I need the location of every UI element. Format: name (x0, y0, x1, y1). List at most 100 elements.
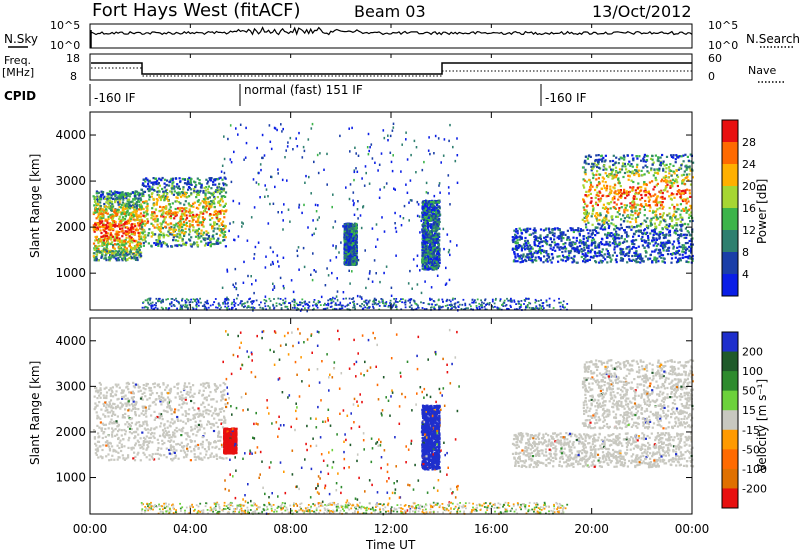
echo-cell (104, 219, 107, 222)
echo-cell (521, 260, 524, 263)
echo-cell (582, 237, 585, 240)
echo-cell (646, 234, 650, 238)
echo-cell (200, 184, 203, 187)
echo-cell (140, 251, 143, 254)
echo-cell (111, 235, 114, 238)
echo-cell (607, 211, 610, 214)
echo-cell (216, 239, 219, 242)
echo-cell (106, 221, 109, 224)
echo-cell (640, 258, 643, 261)
echo-cell (138, 251, 141, 254)
echo-cell (133, 198, 136, 201)
echo-cell (549, 259, 552, 262)
echo-cell (676, 190, 679, 193)
echo-cell (126, 233, 129, 236)
echo-cell (352, 231, 355, 235)
echo-cell (125, 247, 128, 250)
echo-cell (649, 224, 652, 227)
echo-cell (150, 195, 153, 198)
echo-cell (165, 197, 168, 200)
echo-cell (143, 228, 146, 232)
echo-cell (590, 244, 593, 247)
echo-cell (613, 163, 616, 166)
echo-cell (423, 265, 426, 268)
echo-cell (666, 253, 670, 256)
echo-cell (691, 243, 694, 246)
echo-cell (148, 179, 151, 182)
echo-cell (355, 240, 358, 243)
echo-cell (207, 185, 210, 188)
echo-cell (597, 231, 600, 234)
echo-cell (211, 242, 214, 246)
echo-cell (649, 232, 652, 235)
echo-cell (205, 186, 208, 189)
echo-cell (555, 243, 558, 246)
echo-cell (661, 153, 664, 157)
echo-cell (673, 231, 677, 234)
echo-cell (109, 213, 112, 217)
echo-cell (643, 246, 646, 249)
echo-cell (189, 223, 192, 226)
echo-cell (156, 243, 159, 246)
echo-cell (528, 247, 531, 250)
echo-cell (101, 220, 104, 223)
echo-cell (526, 244, 529, 247)
echo-cell (212, 183, 215, 186)
echo-cell (141, 194, 144, 197)
echo-cell (216, 178, 219, 181)
echo-cell (429, 203, 432, 206)
echo-cell (117, 253, 120, 256)
echo-cell (99, 237, 102, 241)
echo-cell (119, 194, 122, 197)
echo-cell (160, 213, 164, 216)
echo-cell (158, 235, 161, 238)
echo-cell (686, 230, 689, 233)
echo-cell (679, 228, 682, 231)
echo-cell (614, 166, 618, 169)
echo-cell (585, 254, 588, 257)
echo-cell (529, 247, 532, 250)
echo-cell (573, 250, 576, 253)
echo-cell (545, 241, 548, 245)
echo-cell (107, 256, 111, 259)
echo-cell (654, 176, 657, 179)
echo-cell (350, 252, 353, 255)
echo-cell (133, 208, 136, 211)
echo-cell (147, 183, 150, 186)
echo-cell (224, 182, 227, 186)
echo-cell (663, 261, 666, 264)
echo-cell (527, 246, 530, 249)
echo-cell (539, 247, 542, 250)
echo-cell (592, 208, 595, 211)
echo-cell (222, 239, 225, 242)
echo-cell (668, 229, 672, 232)
echo-cell (164, 189, 167, 192)
echo-cell (652, 174, 655, 177)
echo-cell (615, 215, 618, 218)
echo-cell (111, 197, 115, 200)
echo-cell (129, 213, 132, 216)
echo-cell (669, 253, 672, 256)
echo-cell (597, 245, 600, 248)
echo-cell (654, 228, 657, 231)
echo-cell (347, 243, 350, 246)
echo-cell (116, 234, 119, 237)
echo-cell (514, 256, 517, 259)
echo-cell (122, 193, 125, 196)
echo-cell (352, 260, 355, 263)
echo-cell (528, 258, 531, 261)
echo-cell (571, 244, 574, 247)
echo-cell (94, 257, 97, 260)
echo-cell (156, 193, 159, 196)
echo-cell (108, 227, 111, 230)
echo-cell (119, 211, 122, 214)
echo-cell (195, 213, 198, 216)
echo-cell (202, 231, 205, 234)
echo-cell (437, 260, 440, 263)
echo-cell (425, 245, 428, 248)
echo-cell (194, 186, 197, 189)
echo-cell (174, 212, 177, 215)
echo-cell (110, 224, 113, 227)
echo-cell (531, 261, 534, 264)
echo-cell (116, 239, 119, 242)
